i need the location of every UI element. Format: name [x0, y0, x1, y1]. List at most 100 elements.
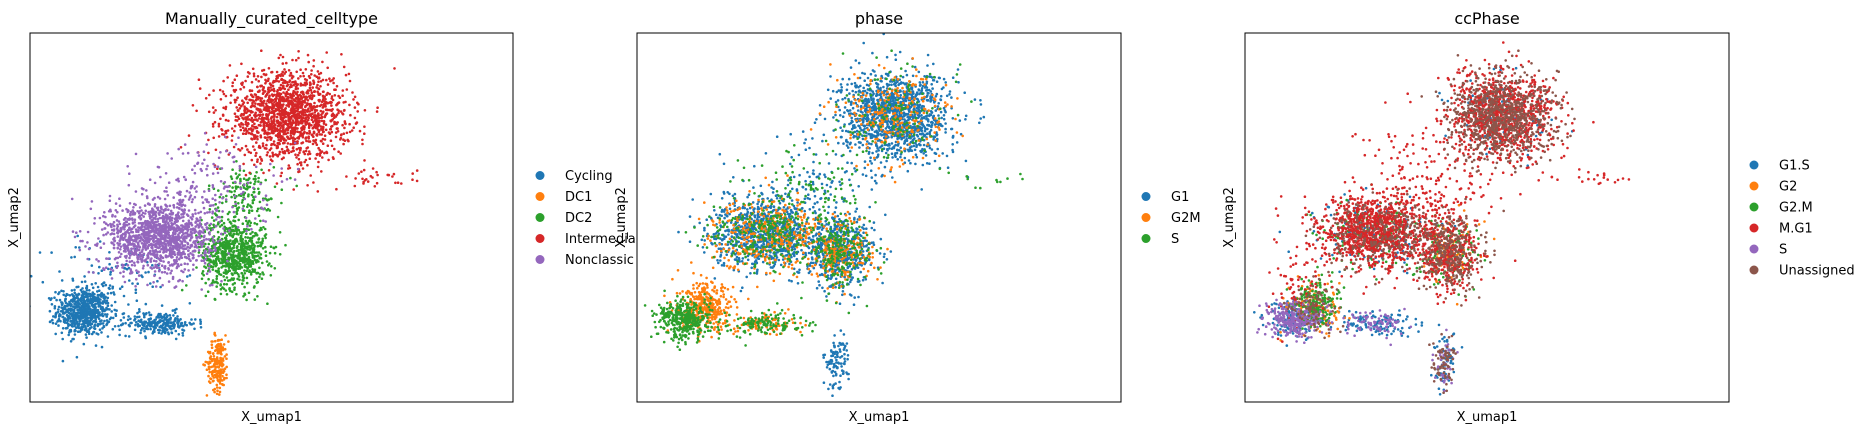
data-point	[137, 248, 141, 252]
data-point	[64, 301, 68, 305]
data-point	[229, 253, 233, 257]
data-point	[173, 217, 177, 221]
data-point	[174, 329, 178, 333]
data-point	[322, 119, 326, 123]
data-point	[116, 210, 119, 214]
data-point	[245, 276, 249, 280]
data-point	[269, 245, 273, 248]
data-point	[111, 316, 115, 320]
data-point	[138, 239, 141, 243]
data-point	[324, 103, 327, 107]
data-point	[235, 98, 238, 102]
data-point	[342, 132, 346, 135]
data-point	[183, 321, 187, 324]
data-point	[225, 234, 229, 237]
data-point	[80, 296, 83, 300]
data-point	[315, 86, 318, 89]
data-point	[107, 257, 110, 261]
data-point	[275, 144, 279, 148]
data-point	[250, 193, 254, 197]
data-point	[89, 297, 92, 301]
data-point	[86, 241, 89, 244]
data-point	[284, 99, 288, 103]
data-point	[375, 110, 379, 113]
data-point	[165, 272, 169, 275]
data-point	[306, 110, 309, 113]
data-point	[320, 116, 324, 119]
data-point	[222, 133, 226, 136]
data-point	[126, 238, 129, 242]
data-point	[106, 313, 109, 316]
data-point	[235, 246, 239, 249]
data-point	[190, 223, 194, 227]
data-point	[226, 76, 229, 79]
data-point	[204, 294, 208, 298]
data-point	[142, 187, 145, 191]
data-point	[300, 117, 304, 120]
data-point	[159, 285, 162, 289]
data-point	[303, 108, 307, 112]
data-point	[170, 226, 173, 229]
data-point	[282, 127, 285, 131]
data-point	[277, 108, 281, 111]
data-point	[284, 92, 287, 96]
data-point	[127, 231, 131, 235]
data-point	[328, 132, 332, 135]
data-point	[224, 236, 228, 240]
data-point	[167, 332, 170, 336]
data-point	[331, 78, 334, 82]
data-point	[109, 291, 113, 295]
data-point	[269, 138, 272, 141]
data-point	[170, 219, 174, 222]
data-point	[116, 223, 119, 227]
data-point	[204, 97, 208, 100]
data-point	[132, 206, 135, 209]
data-point	[141, 248, 144, 251]
data-point	[225, 283, 229, 286]
data-point	[76, 312, 80, 315]
data-point	[156, 208, 160, 212]
data-point	[246, 205, 249, 209]
data-point	[169, 321, 173, 325]
data-point	[252, 100, 256, 103]
data-point	[242, 101, 246, 104]
data-point	[256, 75, 260, 78]
data-point	[330, 109, 333, 113]
data-point	[242, 204, 245, 208]
data-point	[226, 246, 229, 249]
data-point	[60, 279, 64, 282]
data-point	[337, 150, 340, 153]
data-point	[214, 257, 218, 261]
data-point	[174, 311, 177, 315]
data-point	[82, 312, 86, 315]
data-point	[230, 177, 234, 180]
data-point	[216, 349, 220, 353]
data-point	[207, 267, 211, 270]
data-point	[167, 261, 170, 264]
data-point	[294, 92, 298, 95]
data-point	[361, 177, 364, 181]
data-point	[252, 95, 255, 99]
data-point	[298, 151, 301, 155]
data-point	[145, 326, 148, 330]
data-point	[189, 221, 193, 225]
data-point	[208, 249, 211, 252]
data-point	[96, 290, 99, 293]
data-point	[313, 101, 316, 105]
data-point	[127, 209, 130, 213]
data-point	[116, 241, 119, 245]
data-point	[73, 306, 77, 310]
data-point	[212, 352, 215, 355]
data-point	[160, 207, 163, 211]
data-point	[341, 94, 344, 97]
data-point	[184, 240, 187, 243]
data-point	[245, 229, 248, 233]
data-point	[171, 309, 175, 312]
data-point	[261, 261, 264, 265]
data-point	[137, 243, 140, 246]
data-point	[210, 216, 214, 219]
data-point	[348, 103, 351, 107]
data-point	[260, 241, 264, 245]
data-point	[125, 230, 128, 234]
data-point	[248, 209, 251, 212]
